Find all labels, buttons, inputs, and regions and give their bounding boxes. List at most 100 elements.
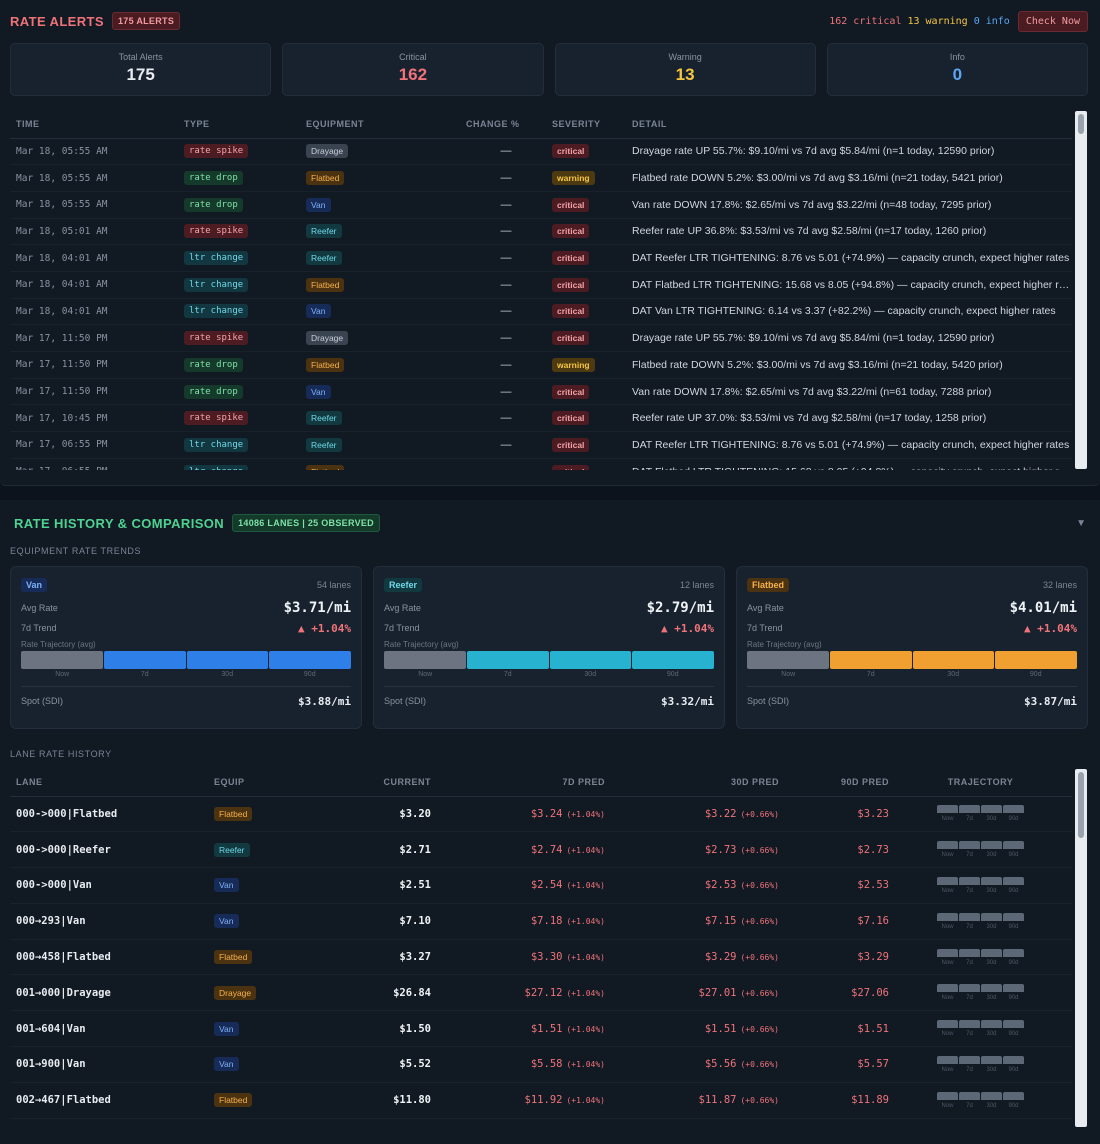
- lane-name: 000->000|Reefer: [10, 831, 206, 869]
- col-trajectory[interactable]: TRAJECTORY: [889, 768, 1072, 797]
- mini-traj-tick: 30d: [986, 959, 997, 966]
- alert-row[interactable]: Mar 18, 05:55 AM rate spike Drayage — critic…: [10, 138, 1072, 166]
- equipment-badge: Drayage: [306, 144, 349, 159]
- alert-row[interactable]: Mar 18, 04:01 AM ltr change Van — critical DA…: [10, 298, 1072, 326]
- col-lane[interactable]: LANE: [10, 768, 206, 797]
- col-detail[interactable]: DETAIL: [626, 110, 1072, 139]
- alert-equipment-cell: Reefer: [300, 244, 460, 272]
- lane-name: 000→293|Van: [10, 903, 206, 940]
- lane-row[interactable]: 001→604|Van Van $1.50 $1.51 (+1.04%) $1.51 (+0…: [10, 1010, 1072, 1048]
- alert-change: —: [460, 404, 546, 433]
- alert-type-badge: ltr change: [184, 251, 249, 266]
- col-7d-pred[interactable]: 7D PRED: [431, 768, 605, 797]
- lane-90d-pred: $2.73: [779, 831, 889, 869]
- alert-type-cell: rate drop: [178, 191, 300, 219]
- pred-value: $2.54: [530, 879, 563, 892]
- mini-traj-tick: 7d: [966, 1102, 973, 1109]
- mini-traj-bar: [959, 1055, 980, 1064]
- equipment-badge: Reefer: [384, 578, 423, 592]
- mini-traj-bar: [981, 984, 1002, 993]
- alert-row[interactable]: Mar 17, 11:50 PM rate drop Flatbed — warning…: [10, 351, 1072, 379]
- alert-row[interactable]: Mar 17, 11:50 PM rate spike Drayage — critic…: [10, 324, 1072, 352]
- alert-row[interactable]: Mar 17, 11:50 PM rate drop Van — critical Van…: [10, 378, 1072, 406]
- col-30d-pred[interactable]: 30D PRED: [605, 768, 779, 797]
- alert-severity-cell: critical: [546, 138, 626, 166]
- lane-row[interactable]: 000→293|Van Van $7.10 $7.18 (+1.04%) $7.15 (+0…: [10, 903, 1072, 940]
- avg-rate-value: $2.79/mi: [646, 600, 714, 616]
- spot-row: Spot (SDI) $3.88/mi: [21, 687, 351, 715]
- pred-pct: (+0.66%): [740, 1060, 779, 1070]
- col-type[interactable]: TYPE: [178, 110, 300, 139]
- alerts-scroll-thumb[interactable]: [1078, 114, 1084, 134]
- mini-trajectory: Now 7d 30d 90d: [937, 1055, 1024, 1073]
- lanes-table-container[interactable]: LANE EQUIP CURRENT 7D PRED 30D PRED 90D …: [10, 768, 1072, 1128]
- col-time[interactable]: TIME: [10, 110, 178, 139]
- alerts-scrollbar[interactable]: [1075, 111, 1087, 469]
- lane-row[interactable]: 000->000|Flatbed Flatbed $3.20 $3.24 (+1.04%…: [10, 796, 1072, 833]
- mini-traj-tick: 7d: [966, 959, 973, 966]
- summary-info: 0 info: [973, 15, 1010, 27]
- lane-30d-pred: $1.51 (+0.66%): [605, 1010, 779, 1048]
- history-header[interactable]: RATE HISTORY & COMPARISON 14086 LANES | …: [14, 512, 1086, 534]
- trajectory-bar: [632, 651, 714, 669]
- alert-time: Mar 17, 11:50 PM: [10, 378, 178, 406]
- lane-row[interactable]: 000→458|Flatbed Flatbed $3.27 $3.30 (+1.04%)…: [10, 939, 1072, 976]
- lanes-scroll-thumb[interactable]: [1078, 772, 1084, 838]
- lanes-badge: 14086 LANES | 25 OBSERVED: [232, 514, 380, 532]
- equipment-badge: Flatbed: [214, 806, 253, 821]
- lane-row[interactable]: 000->000|Van Van $2.51 $2.54 (+1.04%) $2.53 (+…: [10, 867, 1072, 904]
- trajectory-bars: [21, 651, 351, 669]
- mini-traj-bar: [1003, 876, 1024, 885]
- pred-pct: (+1.04%): [566, 1060, 605, 1070]
- trajectory-bars: [384, 651, 714, 669]
- severity-badge: critical: [552, 437, 590, 452]
- pred-value: $27.12: [524, 986, 563, 999]
- trajectory-ticks: Now 7d 30d 90d: [21, 671, 351, 678]
- alert-row[interactable]: Mar 17, 10:45 PM rate spike Reefer — critica…: [10, 404, 1072, 433]
- mini-traj-bar: [981, 948, 1002, 957]
- mini-traj-ticks: Now 7d 30d 90d: [937, 960, 1024, 966]
- alert-type-badge: rate drop: [184, 357, 243, 372]
- alert-change: —: [460, 218, 546, 246]
- col-90d-pred[interactable]: 90D PRED: [779, 768, 889, 797]
- col-change[interactable]: CHANGE %: [460, 110, 546, 139]
- alerts-table-container[interactable]: TIME TYPE EQUIPMENT CHANGE % SEVERITY DE…: [10, 110, 1072, 470]
- col-severity[interactable]: SEVERITY: [546, 110, 626, 139]
- col-equip[interactable]: EQUIP: [206, 768, 306, 797]
- card-divider: [21, 686, 351, 687]
- mini-traj-bar: [937, 1020, 958, 1029]
- chevron-down-icon[interactable]: ▼: [1076, 517, 1086, 529]
- lane-current: $3.20: [306, 796, 431, 833]
- col-equipment[interactable]: EQUIPMENT: [300, 110, 460, 139]
- lane-row[interactable]: 001→000|Drayage Drayage $26.84 $27.12 (+1.04…: [10, 974, 1072, 1012]
- severity-badge: critical: [552, 144, 590, 159]
- alert-row[interactable]: Mar 17, 06:55 PM ltr change Flatbed — critic…: [10, 458, 1072, 470]
- alert-stats: Total Alerts 175 Critical 162 Warning 13…: [10, 43, 1088, 96]
- alert-row[interactable]: Mar 18, 05:55 AM rate drop Flatbed — warning…: [10, 164, 1072, 192]
- lane-row[interactable]: 002→467|Flatbed Flatbed $11.80 $11.92 (+1.04…: [10, 1082, 1072, 1119]
- alert-row[interactable]: Mar 18, 04:01 AM ltr change Reefer — critica…: [10, 244, 1072, 272]
- mini-traj-tick: 30d: [986, 1031, 997, 1038]
- lane-row[interactable]: 001→900|Van Van $5.52 $5.58 (+1.04%) $5.56 (+0…: [10, 1046, 1072, 1083]
- alert-row[interactable]: Mar 18, 05:01 AM rate spike Reefer — critica…: [10, 218, 1072, 246]
- equipment-badge: Reefer: [214, 842, 250, 857]
- lane-name: 000→458|Flatbed: [10, 939, 206, 976]
- col-current[interactable]: CURRENT: [306, 768, 431, 797]
- equipment-badge: Flatbed: [214, 950, 253, 965]
- alert-row[interactable]: Mar 17, 06:55 PM ltr change Reefer — critica…: [10, 431, 1072, 459]
- check-now-button[interactable]: Check Now: [1017, 10, 1088, 32]
- mini-traj-tick: 7d: [966, 995, 973, 1002]
- mini-traj-ticks: Now 7d 30d 90d: [937, 995, 1024, 1001]
- lanes-scrollbar[interactable]: [1075, 769, 1087, 1127]
- mini-traj-tick: 30d: [986, 1102, 997, 1109]
- trajectory-tick: 90d: [303, 671, 316, 678]
- alert-type-badge: rate spike: [184, 331, 249, 346]
- trajectory-bar: [21, 651, 103, 669]
- alert-row[interactable]: Mar 18, 04:01 AM ltr change Flatbed — critic…: [10, 271, 1072, 299]
- lanes-table-body: 000->000|Flatbed Flatbed $3.20 $3.24 (+1.04%…: [10, 796, 1072, 1119]
- trajectory-bar: [912, 651, 995, 669]
- spot-row: Spot (SDI) $3.32/mi: [384, 687, 714, 715]
- alert-row[interactable]: Mar 18, 05:55 AM rate drop Van — critical Van…: [10, 191, 1072, 219]
- spot-label: Spot (SDI): [21, 696, 64, 706]
- lane-row[interactable]: 000->000|Reefer Reefer $2.71 $2.74 (+1.04%) $…: [10, 831, 1072, 869]
